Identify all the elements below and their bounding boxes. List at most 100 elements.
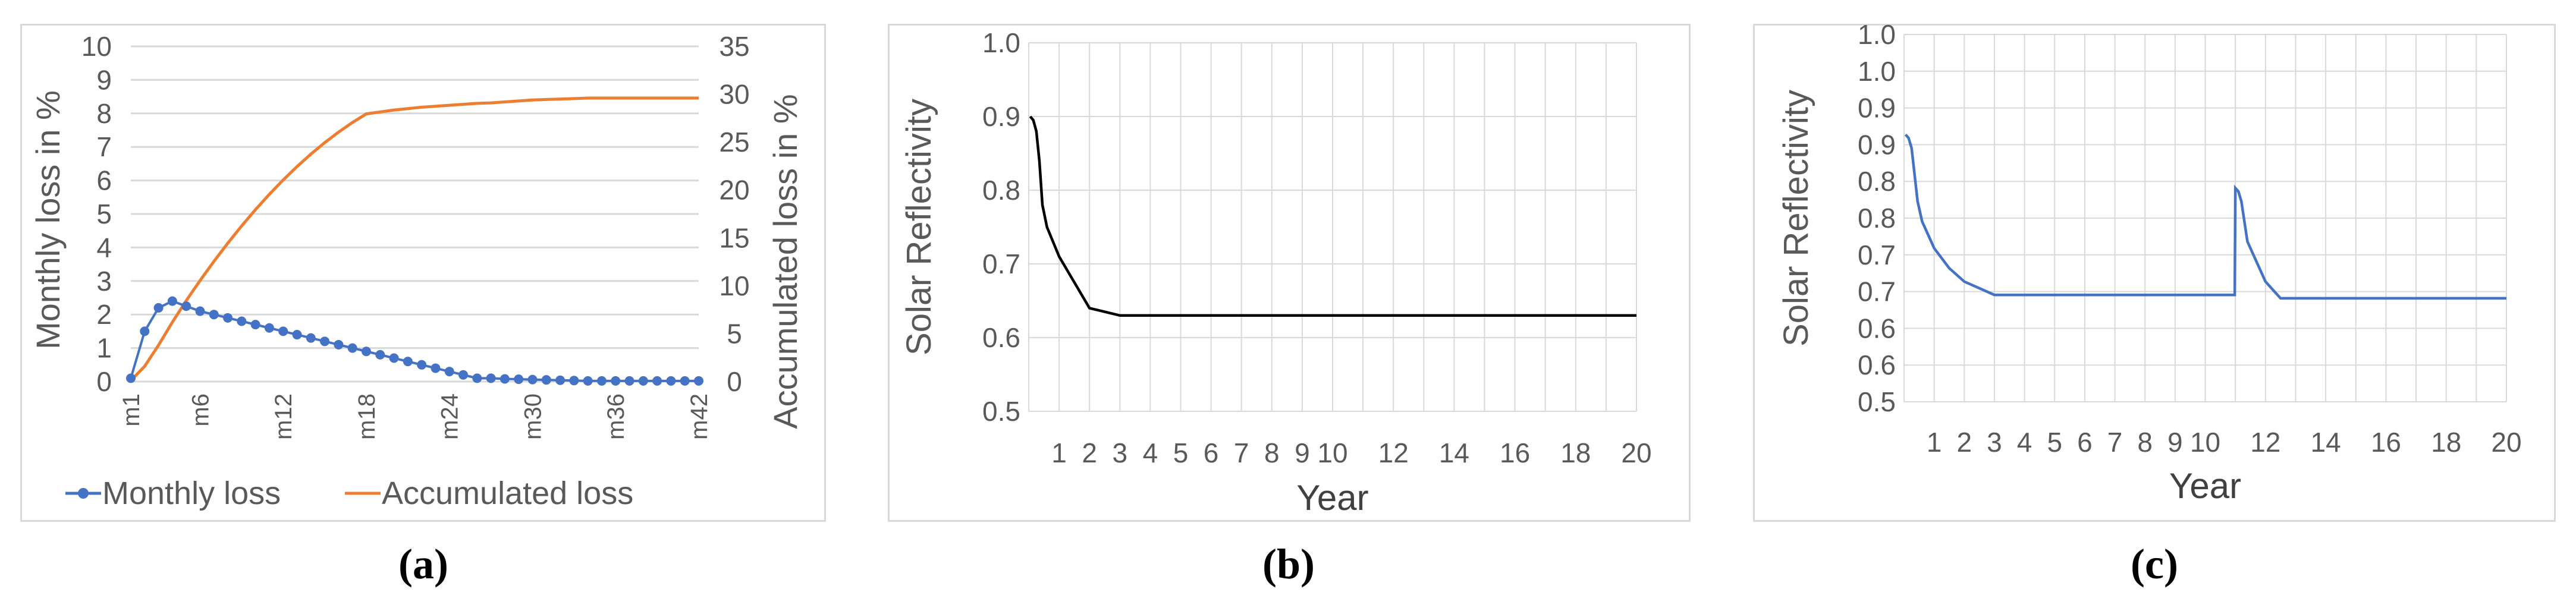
c-ytick-label: 1.0 [1858,19,1896,50]
panel-b-frame [888,24,1691,522]
panel-c-frame [1753,24,2556,522]
a-monthly-point [694,376,703,386]
a-monthly-point [126,373,136,383]
a-monthly-point [666,376,676,386]
c-ytick-label: 1.0 [1858,56,1896,87]
a-xtick-label: m12 [271,393,297,440]
c-xtick-label: 18 [2431,427,2461,458]
caption-c: (c) [2131,540,2178,588]
c-xtick-label: 12 [2250,427,2280,458]
c-ylabel: Solar Reflectivity [1777,90,1815,347]
c-xtick-label: 2 [1957,427,1972,458]
a-monthly-point [417,360,427,370]
a-monthly-point [153,303,164,313]
a-ytick-label: 9 [96,64,112,95]
c-xtick-label: 16 [2371,427,2401,458]
a-xtick-label: m30 [520,393,546,440]
a-monthly-point [458,370,469,380]
b-xtick-label: 16 [1500,437,1530,468]
a-monthly-point [375,349,385,360]
a-xtick-label: m36 [603,393,629,440]
a-monthly-point [264,323,274,333]
c-xtick-label: 9 [2167,427,2183,458]
a-monthly-point [278,326,288,336]
a-monthly-point [237,316,247,326]
a-ytick-label: 6 [96,165,112,196]
a-y2tick-label: 10 [719,270,749,301]
b-xtick-label: 10 [1317,437,1347,468]
a-monthly-point [431,363,441,373]
a-y2tick-label: 15 [719,222,749,253]
b-ytick-label: 0.6 [982,322,1020,353]
a-y2tick-label: 20 [719,175,749,206]
a-monthly-point [195,306,205,316]
a-xtick-label: m24 [437,393,463,440]
b-ytick-label: 0.7 [982,248,1020,279]
caption-a: (a) [398,540,448,588]
a-legend-monthly-marker [78,488,89,499]
c-xtick-label: 7 [2107,427,2123,458]
c-xtick-label: 6 [2077,427,2093,458]
a-monthly-point [486,373,496,383]
a-monthly-point [514,374,524,385]
a-monthly-point [306,333,316,343]
a-monthly-point [181,301,191,311]
a-ytick-label: 1 [96,333,112,364]
a-ytick-label: 4 [96,232,112,263]
a-monthly-point [500,374,510,384]
c-ytick-label: 0.5 [1858,386,1896,417]
a-ytick-label: 7 [96,131,112,162]
a-xtick-label: m42 [686,393,712,440]
b-series-line [1029,115,1636,317]
b-xtick-label: 6 [1204,437,1219,468]
c-xtick-label: 1 [1927,427,1942,458]
a-monthly-point [334,339,344,349]
a-monthly-point [624,376,634,386]
c-ytick-label: 0.6 [1858,313,1896,344]
a-monthly-point [569,376,579,386]
a-monthly-point [250,320,260,330]
a-monthly-point [140,326,150,336]
a-y2tick-label: 5 [727,318,742,349]
b-xtick-label: 7 [1234,437,1249,468]
c-ytick-label: 0.8 [1858,203,1896,234]
a-y2tick-label: 25 [719,127,749,158]
b-ytick-label: 0.8 [982,175,1020,206]
a-legend-accumulated-label: Accumulated loss [382,475,633,511]
c-ytick-label: 0.7 [1858,240,1896,270]
c-xtick-label: 8 [2137,427,2153,458]
a-y2tick-label: 35 [719,31,749,62]
a-ytick-label: 10 [81,31,112,62]
b-ylabel: Solar Reflectivity [900,99,938,355]
a-monthly-point [320,336,330,347]
a-xtick-label: m18 [354,393,380,440]
a-series-accumulated-line [130,96,699,382]
c-xtick-label: 4 [2017,427,2032,458]
a-y2tick-label: 0 [727,366,742,397]
a-ytick-label: 0 [96,366,112,397]
a-ytick-label: 5 [96,199,112,229]
a-monthly-point [389,353,399,363]
c-xtick-label: 10 [2190,427,2220,458]
a-ytick-label: 8 [96,98,112,129]
b-ytick-label: 1.0 [982,27,1020,58]
b-xtick-label: 9 [1295,437,1310,468]
c-ytick-label: 0.6 [1858,349,1896,380]
c-xtick-label: 5 [2047,427,2062,458]
b-xtick-label: 5 [1173,437,1189,468]
a-monthly-point [638,376,648,386]
c-xtick-label: 3 [1987,427,2002,458]
a-monthly-point [472,373,482,383]
a-monthly-point [347,343,357,353]
a-monthly-point [652,376,662,386]
a-monthly-point [292,330,302,340]
b-xtick-label: 18 [1560,437,1591,468]
a-monthly-point [223,313,233,323]
a-monthly-point [209,310,219,320]
a-ytick-label: 3 [96,266,112,297]
b-xtick-label: 8 [1264,437,1280,468]
b-ytick-label: 0.5 [982,396,1020,427]
b-xtick-label: 12 [1378,437,1409,468]
a-ytick-label: 2 [96,299,112,330]
